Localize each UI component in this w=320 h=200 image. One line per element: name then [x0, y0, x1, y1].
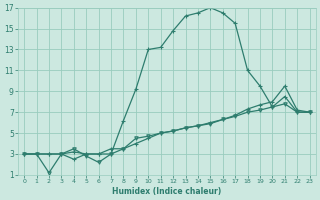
X-axis label: Humidex (Indice chaleur): Humidex (Indice chaleur): [112, 187, 221, 196]
